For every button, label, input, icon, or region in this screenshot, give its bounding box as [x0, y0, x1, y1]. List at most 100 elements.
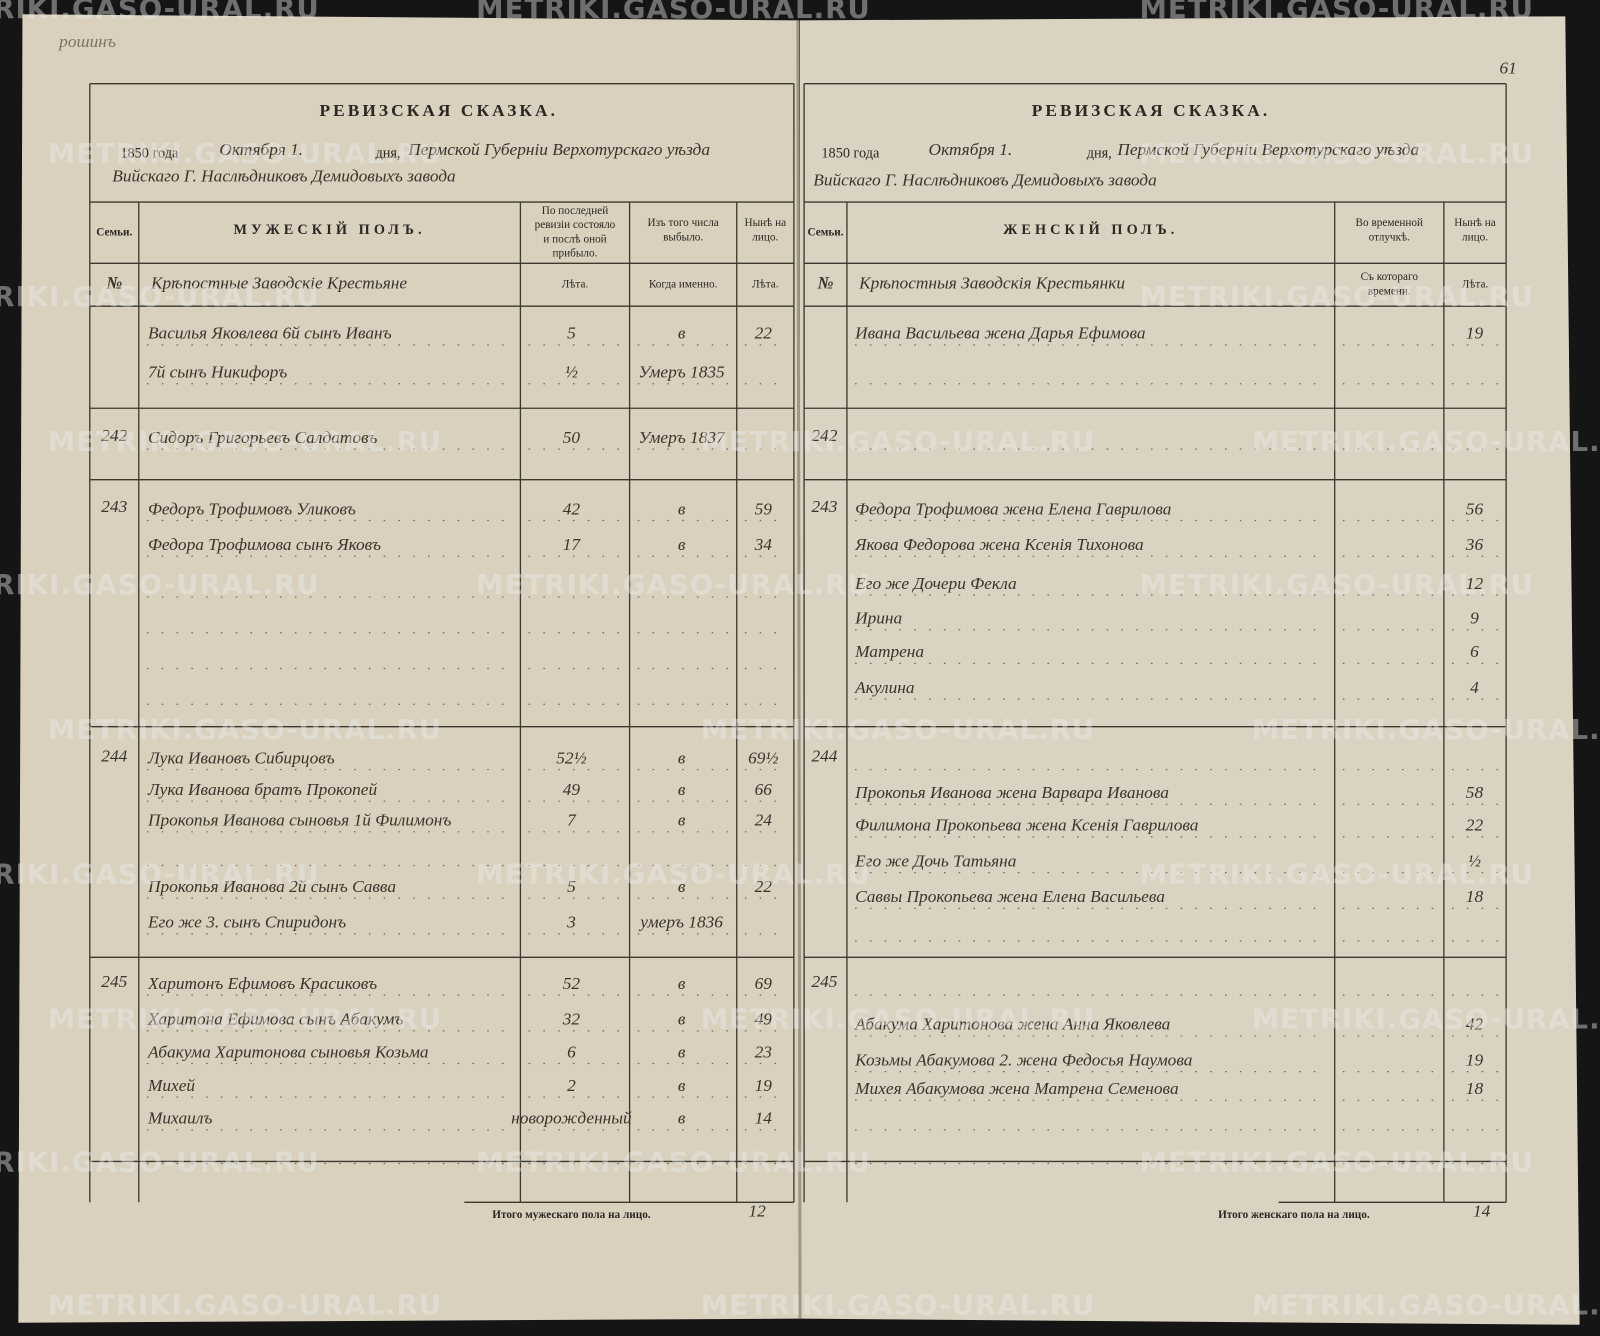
total-label: Итого женскаго пола на лицо. — [1218, 1209, 1370, 1221]
entry-name: Харитона Ефимова сынъ Абакумъ — [147, 1010, 403, 1029]
column-header: лицо. — [1462, 231, 1488, 243]
watermark: METRIKI.GASO-URAL.RU — [0, 281, 320, 313]
entry-departed: Умеръ 1835 — [639, 363, 726, 382]
column-header: выбыло. — [663, 231, 703, 243]
entry-present: 22 — [755, 324, 773, 343]
day-label: дня, — [376, 145, 401, 161]
entry-departed: в — [678, 811, 686, 830]
column-header: Нынѣ на — [1454, 217, 1496, 229]
watermark: METRIKI.GASO-URAL.RU — [48, 1289, 443, 1321]
watermark: METRIKI.GASO-URAL.RU — [1139, 281, 1534, 313]
entry-name: Михея Абакумова жена Матрена Семенова — [854, 1079, 1179, 1098]
entry-present: 19 — [1466, 324, 1484, 343]
entry-present: ½ — [1468, 851, 1481, 870]
entry-name: Лука Иванова братъ Прокопей — [147, 780, 378, 799]
entry-name: Ивана Васильева жена Дарья Ефимова — [854, 324, 1146, 343]
entry-name: Прокопья Иванова жена Варвара Иванова — [854, 783, 1169, 802]
entry-present: 19 — [755, 1076, 773, 1095]
day-label: дня, — [1087, 145, 1112, 161]
entry-departed: в — [678, 974, 686, 993]
leader-dots — [146, 344, 1500, 1165]
family-number: 245 — [101, 972, 127, 991]
entry-name: Абакума Харитонова сыновья Козьма — [147, 1042, 429, 1061]
entry-age: 49 — [563, 780, 581, 799]
column-header: Семьи. — [807, 226, 843, 238]
watermark: METRIKI.GASO-URAL.RU — [476, 569, 871, 601]
entry-name: Василья Яковлева 6й сынъ Иванъ — [148, 324, 392, 343]
entry-age: 50 — [563, 428, 581, 447]
entry-present: 18 — [1466, 887, 1484, 906]
entry-present: 23 — [755, 1042, 773, 1061]
entry-age: 32 — [562, 1010, 581, 1029]
column-header: Когда именно. — [649, 278, 718, 290]
entry-present: 12 — [1466, 574, 1484, 593]
watermark: METRIKI.GASO-URAL.RU — [1139, 569, 1534, 601]
entry-age: 3 — [566, 913, 576, 932]
entry-age: 17 — [563, 535, 582, 554]
column-header: По последней — [542, 205, 609, 217]
entry-departed: в — [678, 1010, 686, 1029]
watermark: METRIKI.GASO-URAL.RU — [701, 714, 1096, 746]
total: 14 — [1473, 1201, 1491, 1220]
subheader: № — [105, 274, 122, 293]
year: 1850 года — [821, 145, 880, 161]
family-number: 243 — [811, 497, 837, 516]
place-line-2: Вийскаго Г. Наслѣдниковъ Демидовыхъ заво… — [813, 171, 1157, 190]
entry-departed: в — [678, 1042, 686, 1061]
entry-present: 36 — [1465, 535, 1484, 554]
entry-departed: в — [678, 324, 686, 343]
entry-present: 58 — [1466, 783, 1484, 802]
entry-departed: в — [678, 1109, 686, 1128]
entry-age: 6 — [567, 1042, 576, 1061]
column-header: ревизіи состояло — [535, 219, 616, 231]
total-label: Итого мужескаго пола на лицо. — [492, 1209, 651, 1221]
entry-present: 6 — [1470, 642, 1479, 661]
entry-name: Ирина — [854, 609, 902, 628]
column-header: лицо. — [752, 231, 778, 243]
entry-name: Козьмы Абакумова 2. жена Федосья Наумова — [854, 1050, 1193, 1069]
place: Пермской Губерніи Верхотурскаго уѣзда — [407, 140, 710, 159]
entry-present: 22 — [1466, 816, 1484, 835]
family-number: 242 — [811, 426, 837, 445]
entry-present: 49 — [755, 1010, 773, 1029]
family-number: 242 — [101, 426, 127, 445]
entry-departed: в — [678, 1076, 686, 1095]
entry-name: Якова Федорова жена Ксенія Тихонова — [854, 535, 1144, 554]
place-line-2: Вийскаго Г. Наслѣдниковъ Демидовыхъ заво… — [112, 167, 456, 186]
entry-departed: в — [678, 780, 686, 799]
watermark: METRIKI.GASO-URAL.RU — [1139, 859, 1534, 891]
entry-name: Абакума Харитонова жена Анна Яковлева — [854, 1015, 1171, 1034]
column-header: Лѣта. — [752, 278, 779, 290]
year: 1850 года — [120, 145, 179, 161]
watermark: METRIKI.GASO-URAL.RU — [0, 859, 320, 891]
column-header: Семьи. — [96, 226, 132, 238]
column-header: Лѣта. — [562, 278, 589, 290]
entry-present: 4 — [1470, 678, 1479, 697]
entry-name: Его же 3. сынъ Спиридонъ — [147, 913, 346, 932]
subheader: № — [817, 274, 834, 293]
column-header: прибыло. — [553, 248, 598, 260]
watermark: METRIKI.GASO-URAL.RU — [1139, 138, 1534, 170]
page-title: РЕВИЗСКАЯ СКАЗКА. — [320, 101, 559, 120]
entry-age: 5 — [567, 324, 576, 343]
subheader: Крѣпостные Заводскіе Крестьяне — [150, 274, 407, 293]
entry-present: 69½ — [748, 748, 778, 767]
entry-age: 5 — [567, 877, 576, 896]
watermark: METRIKI.GASO-URAL.RU — [48, 714, 443, 746]
column-header: Лѣта. — [1462, 278, 1489, 290]
column-header: и послѣ оной — [543, 233, 606, 245]
column-header: МУЖЕСКІЙ ПОЛЪ. — [234, 221, 426, 238]
entry-present: 19 — [1466, 1050, 1484, 1069]
entry-age: 2 — [567, 1076, 576, 1095]
table-rules — [89, 83, 1507, 1203]
entry-present: 24 — [755, 811, 773, 830]
entry-present: 69 — [755, 974, 773, 993]
entry-name: Сидоръ Григорьевъ Салдатовъ — [148, 428, 377, 447]
watermark: METRIKI.GASO-URAL.RU — [476, 859, 871, 891]
corner-note: рошинъ — [57, 32, 116, 51]
place: Пермской Губерніи Верхотурскаго уѣзда — [1116, 140, 1419, 159]
entry-name: Харитонъ Ефимовъ Красиковъ — [147, 974, 377, 993]
watermark: METRIKI.GASO-URAL.RU — [1252, 1289, 1600, 1321]
entry-name: Акулина — [854, 678, 915, 697]
entry-present: 56 — [1466, 499, 1484, 518]
